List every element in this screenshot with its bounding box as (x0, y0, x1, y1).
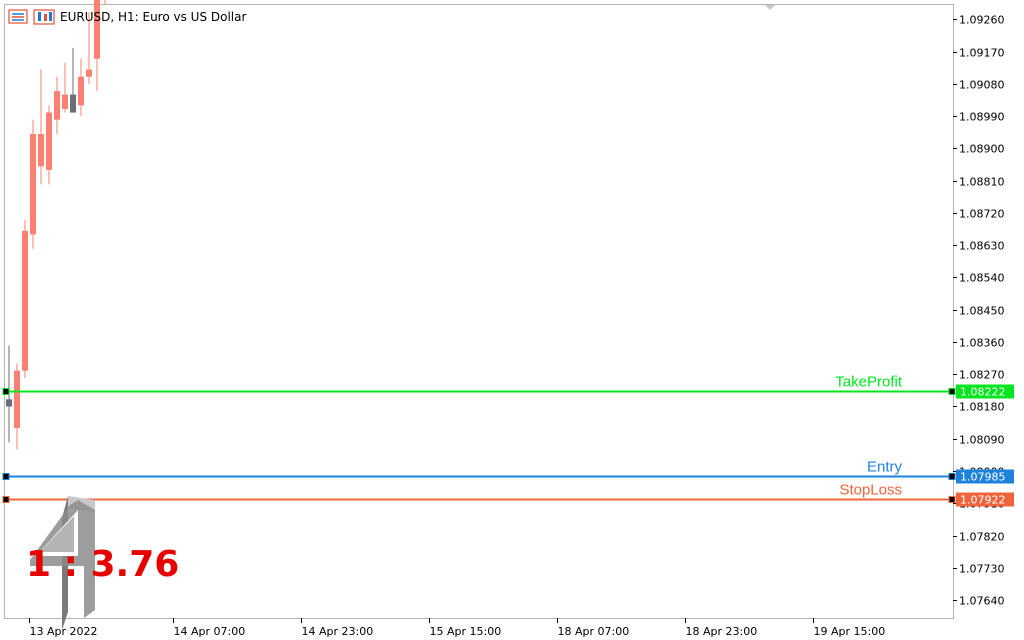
takeprofit-left-handle[interactable] (2, 388, 10, 395)
takeprofit-level[interactable]: TakeProfit 1.08222 (2, 374, 1014, 399)
entry-level[interactable]: Entry 1.07985 (2, 459, 1014, 484)
entry-price-tag (956, 469, 1014, 484)
y-tick-label: 1.08450 (959, 305, 1005, 318)
stoploss-price-value: 1.07922 (960, 494, 1006, 507)
candle-body (46, 112, 52, 170)
x-tick-label: 14 Apr 07:00 (174, 625, 246, 638)
y-tick-label: 1.08990 (959, 111, 1005, 124)
candle-body (38, 134, 44, 167)
y-tick-label: 1.08810 (959, 176, 1005, 189)
ratio-badge: 1 : 3.76 (26, 496, 179, 630)
chart-shift-marker-icon[interactable] (765, 5, 775, 10)
candle (94, 0, 100, 92)
y-axis: 1.09260 1.09170 1.09080 1.08990 1.08900 1.088… (953, 14, 1005, 608)
stoploss-price-tag (956, 492, 1014, 507)
candle (78, 58, 84, 117)
entry-left-handle[interactable] (2, 473, 10, 480)
plot-border (4, 4, 954, 619)
candle (38, 69, 44, 185)
trade-panel-icon[interactable] (8, 9, 28, 24)
candle-body (78, 76, 84, 106)
y-tick-label: 1.08090 (959, 434, 1005, 447)
four-logo-icon (30, 496, 95, 630)
candle-body (14, 370, 20, 429)
candle-body (54, 91, 60, 120)
candle-body (6, 399, 12, 407)
y-tick-label: 1.07730 (959, 563, 1005, 576)
stoploss-left-handle[interactable] (2, 496, 10, 503)
candle-body (70, 94, 76, 113)
x-tick-label: 18 Apr 07:00 (558, 625, 630, 638)
y-tick-label: 1.07820 (959, 531, 1005, 544)
x-tick-label: 18 Apr 23:00 (686, 625, 758, 638)
takeprofit-label: TakeProfit (835, 374, 903, 391)
y-tick-label: 1.08180 (959, 401, 1005, 414)
candle (54, 76, 60, 135)
chart-header: EURUSD, H1: Euro vs US Dollar (8, 9, 246, 25)
y-tick-label: 1.08720 (959, 208, 1005, 221)
candle (22, 220, 28, 378)
stoploss-label: StopLoss (839, 482, 902, 499)
y-tick-label: 1.09260 (959, 14, 1005, 27)
y-tick-label: 1.08360 (959, 337, 1005, 350)
y-tick-label: 1.09080 (959, 79, 1005, 92)
candle (46, 105, 52, 185)
candle (70, 48, 76, 113)
x-axis: 13 Apr 2022 14 Apr 07:00 14 Apr 23:00 15 Ap… (29, 618, 886, 638)
stoploss-level[interactable]: StopLoss 1.07922 (2, 482, 1014, 507)
takeprofit-price-tag (956, 384, 1014, 399)
y-tick-label: 1.08630 (959, 240, 1005, 253)
x-tick-label: 13 Apr 2022 (30, 625, 98, 638)
entry-right-handle[interactable] (948, 473, 956, 480)
trade-levels[interactable]: TakeProfit 1.08222 Entry 1.07985 StopLoss 1.0… (2, 374, 1014, 507)
entry-label: Entry (867, 459, 903, 476)
candle-body (94, 0, 100, 59)
y-tick-label: 1.09170 (959, 47, 1005, 60)
entry-price-value: 1.07985 (960, 471, 1006, 484)
candle (14, 363, 20, 450)
takeprofit-right-handle[interactable] (948, 388, 956, 395)
candle (86, 12, 92, 84)
candles (6, 0, 106, 450)
candle-body (86, 69, 92, 77)
stoploss-right-handle[interactable] (948, 496, 956, 503)
y-tick-label: 1.08900 (959, 143, 1005, 156)
candle-body (62, 94, 68, 109)
y-tick-label: 1.08540 (959, 272, 1005, 285)
risk-reward-ratio: 1 : 3.76 (26, 544, 179, 585)
y-tick-label: 1.07640 (959, 595, 1005, 608)
x-tick-label: 19 Apr 15:00 (814, 625, 886, 638)
candle (30, 119, 36, 249)
chart-type-icon[interactable] (33, 9, 55, 25)
symbol-title: EURUSD, H1: Euro vs US Dollar (60, 10, 246, 24)
candle-body (30, 134, 36, 235)
candle-body (22, 230, 28, 371)
takeprofit-price-value: 1.08222 (960, 386, 1006, 399)
x-tick-label: 15 Apr 15:00 (430, 625, 502, 638)
y-tick-label: 1.08270 (959, 369, 1005, 382)
x-tick-label: 14 Apr 23:00 (302, 625, 374, 638)
candle (62, 62, 68, 113)
